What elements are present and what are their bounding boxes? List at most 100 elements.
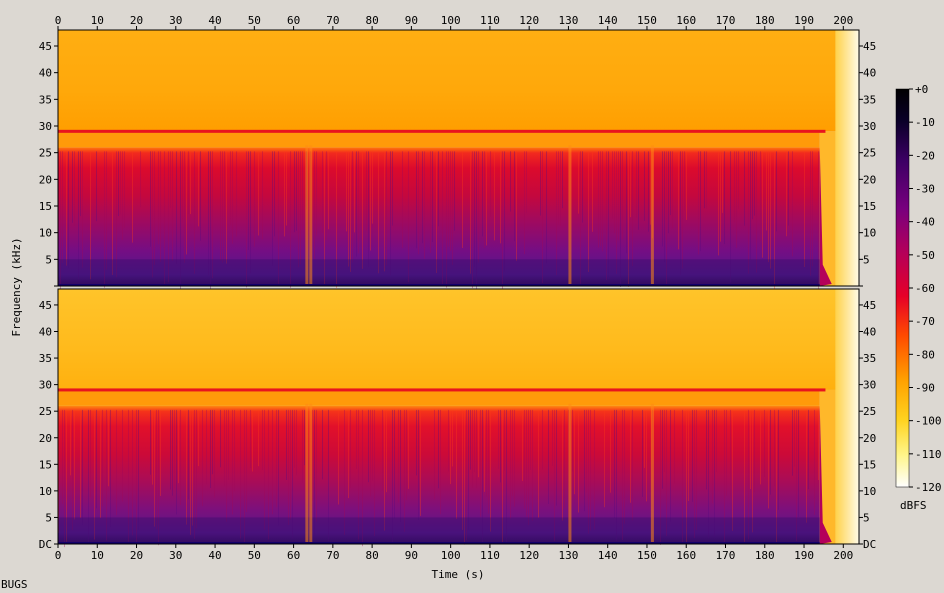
texture-streak [70, 409, 71, 476]
texture-streak [664, 409, 665, 473]
texture-streak [730, 409, 731, 499]
texture-streak [322, 151, 323, 233]
texture-streak [626, 151, 627, 254]
texture-streak [384, 409, 385, 531]
x-tick-label: 170 [716, 549, 736, 562]
texture-streak [540, 151, 541, 216]
texture-streak [336, 151, 337, 288]
texture-streak [450, 151, 451, 251]
texture-streak [754, 409, 755, 493]
texture-streak [724, 409, 725, 545]
texture-streak [484, 409, 485, 492]
texture-streak [66, 151, 67, 266]
texture-streak [180, 151, 181, 290]
texture-streak [592, 151, 593, 232]
texture-streak [748, 151, 749, 274]
texture-streak [422, 151, 423, 244]
texture-streak [474, 409, 475, 472]
texture-streak [226, 409, 227, 522]
texture-streak [510, 409, 511, 519]
texture-streak [96, 409, 97, 509]
texture-streak [232, 409, 233, 515]
texture-streak [512, 409, 513, 496]
texture-streak [804, 151, 805, 267]
texture-streak [78, 151, 79, 280]
colorbar-tick-label: -30 [915, 183, 935, 196]
texture-streak [406, 409, 407, 501]
panel-frame [57, 288, 860, 545]
texture-streak [500, 409, 501, 483]
texture-streak [480, 409, 481, 517]
texture-streak [154, 409, 155, 527]
texture-streak [616, 151, 617, 274]
texture-streak [608, 151, 609, 280]
texture-streak [74, 151, 75, 227]
texture-streak [562, 151, 563, 209]
texture-streak [356, 151, 357, 257]
transient-mark [568, 403, 572, 542]
texture-streak [670, 409, 671, 522]
texture-streak [184, 151, 185, 263]
texture-streak [446, 151, 447, 288]
texture-streak [744, 409, 745, 542]
texture-streak [350, 151, 351, 273]
texture-streak [768, 151, 769, 263]
texture-streak [322, 409, 323, 480]
texture-streak [806, 409, 807, 523]
texture-streak [304, 409, 305, 466]
texture-streak [72, 151, 73, 223]
x-tick-label: 30 [169, 14, 182, 27]
texture-streak [432, 151, 433, 243]
texture-streak [644, 409, 645, 468]
x-tick-label: 160 [676, 549, 696, 562]
texture-streak [400, 409, 401, 522]
x-tick-label: 80 [365, 14, 378, 27]
texture-streak [416, 151, 417, 249]
footer-label: BUGS [1, 578, 28, 591]
x-tick-label: 120 [519, 549, 539, 562]
y-tick-label: 10 [39, 485, 52, 498]
texture-streak [514, 151, 515, 242]
transient-mark [309, 403, 313, 542]
colorbar-tick-label: -40 [915, 216, 935, 229]
texture-streak [168, 151, 169, 283]
texture-streak [180, 409, 181, 505]
texture-streak [116, 409, 117, 516]
texture-streak [420, 409, 421, 516]
texture-streak [80, 409, 81, 518]
texture-streak [276, 409, 277, 508]
texture-streak [220, 151, 221, 261]
x-tick-label: 10 [91, 549, 104, 562]
texture-streak [470, 151, 471, 274]
texture-streak [62, 409, 63, 504]
y-tick-label: 5 [45, 253, 52, 266]
texture-streak [748, 409, 749, 540]
texture-streak [286, 409, 287, 480]
y-tick-label: 35 [863, 93, 876, 106]
texture-streak [470, 409, 471, 470]
texture-streak [762, 151, 763, 258]
y-tick-label: 25 [39, 405, 52, 418]
texture-streak [274, 151, 275, 237]
texture-streak [556, 409, 557, 506]
texture-streak [618, 151, 619, 241]
texture-streak [636, 151, 637, 218]
x-tick-label: 120 [519, 14, 539, 27]
texture-streak [552, 409, 553, 466]
texture-streak [582, 151, 583, 223]
texture-streak [188, 409, 189, 500]
texture-streak [178, 409, 179, 484]
texture-streak [408, 151, 409, 283]
colorbar-tick-label: -60 [915, 282, 935, 295]
low-frequency-band [58, 517, 820, 544]
texture-streak [712, 409, 713, 504]
texture-streak [236, 151, 237, 237]
texture-streak [774, 151, 775, 290]
texture-streak [386, 409, 387, 493]
texture-streak [680, 151, 681, 275]
texture-streak [384, 151, 385, 272]
texture-streak [108, 409, 109, 487]
transition-region [58, 131, 820, 148]
texture-streak [106, 151, 107, 270]
texture-streak [670, 151, 671, 216]
